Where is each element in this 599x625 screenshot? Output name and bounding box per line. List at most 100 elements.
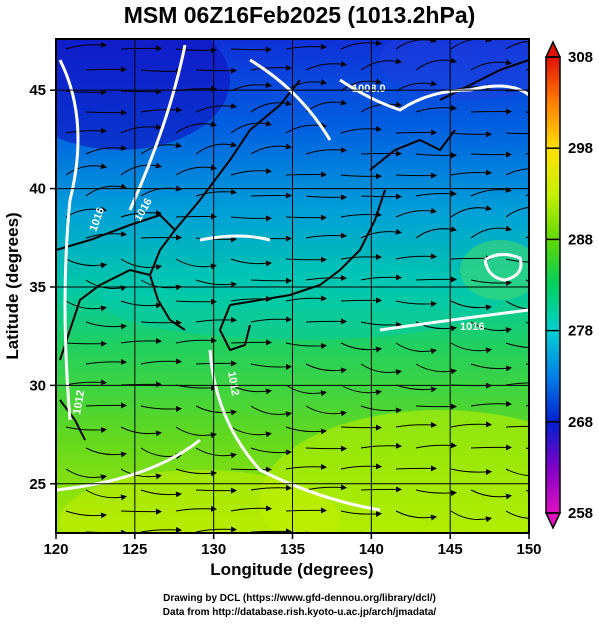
streamline [120, 45, 162, 52]
x-axis-label: Longitude (degrees) [210, 560, 373, 579]
streamline [65, 163, 107, 176]
streamline [395, 384, 437, 393]
streamline [360, 193, 402, 200]
streamline [250, 64, 292, 71]
streamline [470, 225, 512, 239]
streamline [250, 363, 292, 370]
streamline [120, 426, 162, 437]
y-tick-label: 35 [29, 279, 46, 296]
x-tick-label: 125 [122, 541, 147, 558]
streamline [415, 363, 457, 375]
streamline [140, 234, 182, 241]
streamline [65, 510, 107, 519]
streamline [120, 258, 162, 271]
chart-title: MSM 06Z16Feb2025 (1013.2hPa) [123, 2, 476, 28]
y-tick-label: 30 [29, 377, 46, 394]
streamline [450, 421, 492, 428]
streamline [340, 39, 382, 50]
streamline [360, 150, 402, 157]
streamline [230, 81, 272, 92]
streamline [65, 127, 107, 134]
streamline [470, 186, 512, 197]
streamline [415, 489, 457, 497]
x-axis: 120 125 130 135 140 145 150 [43, 533, 542, 558]
coastlines [56, 59, 529, 441]
credit-data: Data from http://database.rish.kyoto-u.a… [162, 607, 437, 618]
streamline [285, 171, 327, 178]
streamline [305, 363, 347, 374]
streamline [470, 151, 512, 158]
streamline [415, 403, 457, 410]
streamline [175, 121, 217, 134]
streamline [395, 129, 437, 136]
streamline [340, 510, 382, 518]
streamline [140, 526, 182, 533]
streamline [85, 489, 127, 501]
streamline [395, 342, 437, 355]
streamline [470, 400, 512, 407]
streamline [85, 66, 127, 73]
streamline [120, 381, 162, 388]
streamline [85, 183, 127, 197]
streamline [450, 131, 492, 138]
streamline [195, 279, 237, 288]
streamline [470, 108, 512, 115]
streamline [175, 426, 217, 439]
streamline [395, 39, 437, 50]
y-axis-label: Latitude (degrees) [3, 212, 22, 359]
streamline [195, 447, 237, 459]
streamline [505, 206, 529, 218]
streamline [340, 384, 382, 396]
streamline [285, 295, 327, 302]
y-tick-label: 25 [29, 476, 46, 493]
streamline [250, 100, 292, 113]
streamline [470, 489, 512, 500]
streamline [450, 300, 492, 311]
streamline [305, 274, 347, 281]
streamline [65, 258, 107, 269]
streamline [470, 59, 512, 71]
streamline [65, 340, 107, 347]
streamline [250, 143, 292, 155]
streamline [120, 123, 162, 134]
streamline [415, 190, 457, 197]
streamline [195, 102, 237, 113]
streamline [175, 47, 217, 54]
streamline [505, 258, 529, 263]
isobar-contours [56, 44, 529, 512]
streamline [230, 258, 272, 267]
x-tick-label: 145 [438, 541, 463, 558]
streamline [230, 339, 272, 346]
streamline [285, 256, 327, 263]
colorbar-tick-label: 288 [568, 231, 593, 248]
streamline [340, 173, 382, 180]
y-tick-label: 40 [29, 181, 46, 198]
streamline [340, 78, 382, 92]
streamline [65, 41, 107, 50]
streamline [450, 468, 492, 476]
streamline [140, 68, 182, 75]
colorbar-tick-label: 268 [568, 414, 593, 431]
streamline [340, 211, 382, 218]
y-tick-label: 45 [29, 82, 46, 99]
streamline [340, 297, 382, 304]
streamline [395, 253, 437, 260]
streamline [195, 405, 237, 416]
streamline [340, 253, 382, 260]
streamline [195, 67, 237, 74]
streamline [230, 384, 272, 395]
streamline [85, 144, 127, 155]
colorbar-tick-label: 298 [568, 140, 593, 157]
streamline [285, 384, 327, 397]
x-tick-label: 135 [280, 541, 305, 558]
streamline [360, 405, 402, 414]
streamline [195, 487, 237, 494]
streamline [470, 363, 512, 372]
streamline [85, 230, 127, 239]
streamline [120, 508, 162, 515]
streamline [505, 510, 529, 519]
streamline [505, 468, 529, 477]
streamline [85, 321, 127, 330]
x-tick-label: 120 [43, 541, 68, 558]
